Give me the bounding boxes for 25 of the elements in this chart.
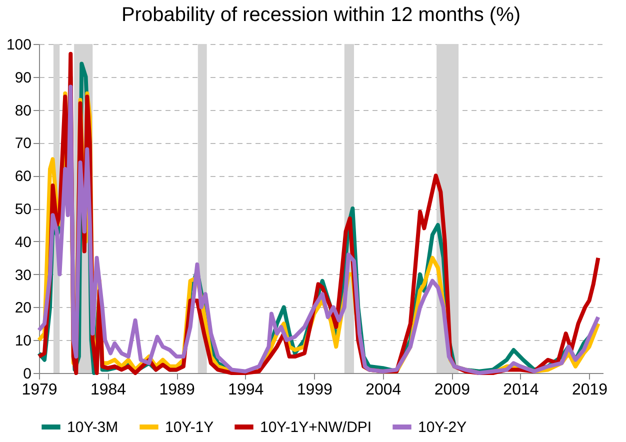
x-tick-label: 1984 — [90, 382, 126, 398]
legend-label: 10Y-1Y+NW/DPI — [260, 419, 372, 436]
legend-label: 10Y-1Y — [165, 419, 214, 436]
legend-label: 10Y-2Y — [418, 419, 467, 436]
x-tick-label: 1994 — [228, 382, 264, 398]
y-tick-label: 20 — [14, 300, 32, 317]
legend-label: 10Y-3M — [67, 419, 118, 436]
y-tick-label: 80 — [14, 102, 32, 120]
y-tick-label: 70 — [14, 135, 32, 152]
x-tick-label: 2019 — [572, 382, 608, 398]
y-tick-label: 100 — [6, 36, 32, 54]
y-tick-label: 90 — [14, 69, 32, 86]
x-tick-label: 2004 — [366, 382, 402, 398]
x-tick-label: 1979 — [22, 382, 58, 398]
y-tick-label: 40 — [14, 234, 32, 251]
y-tick-label: 60 — [14, 168, 32, 186]
y-tick-label: 50 — [14, 201, 32, 218]
y-tick-label: 10 — [14, 332, 32, 350]
y-tick-label: 30 — [14, 266, 32, 284]
x-tick-label: 1999 — [296, 382, 333, 398]
y-tick-label: 0 — [23, 366, 32, 382]
x-tick-label: 2014 — [503, 382, 539, 398]
chart-title: Probability of recession within 12 months (%) — [121, 4, 521, 26]
x-tick-label: 1989 — [159, 382, 195, 398]
x-tick-label: 2009 — [434, 382, 470, 398]
